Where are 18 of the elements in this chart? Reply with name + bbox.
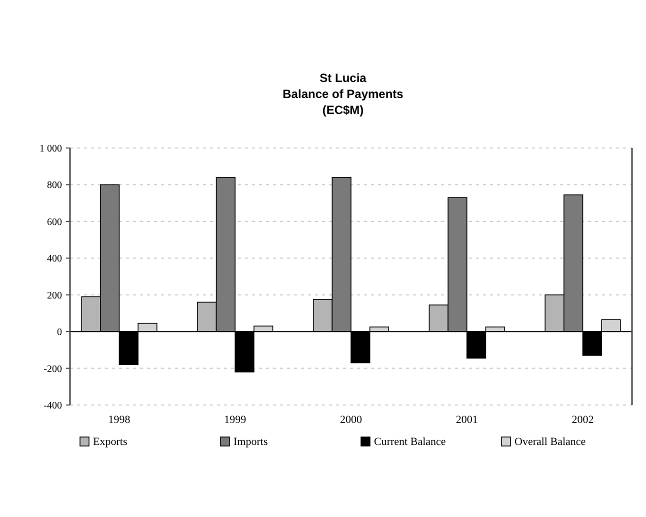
legend-label: Current Balance <box>374 436 446 448</box>
x-tick-label: 1998 <box>108 414 131 426</box>
legend-label: Overall Balance <box>514 436 586 448</box>
y-tick-label: 400 <box>47 254 62 265</box>
x-tick-label: 2002 <box>572 414 594 426</box>
y-tick-label: -400 <box>44 400 62 412</box>
y-tick-label: -200 <box>44 364 62 375</box>
x-tick-label: 1999 <box>224 414 247 426</box>
legend-label: Imports <box>234 436 268 448</box>
y-tick-label: 600 <box>47 216 62 228</box>
y-tick-label: 1 000 <box>40 144 62 154</box>
x-tick-label: 2001 <box>456 414 478 426</box>
legend-label: Exports <box>93 436 128 448</box>
y-tick-label: 200 <box>47 290 62 302</box>
y-tick-label: 800 <box>47 180 62 192</box>
y-tick-label: 0 <box>57 327 62 338</box>
chart-title: St Lucia Balance of Payments (EC$M) <box>282 71 404 117</box>
x-tick-label: 2000 <box>340 414 362 426</box>
